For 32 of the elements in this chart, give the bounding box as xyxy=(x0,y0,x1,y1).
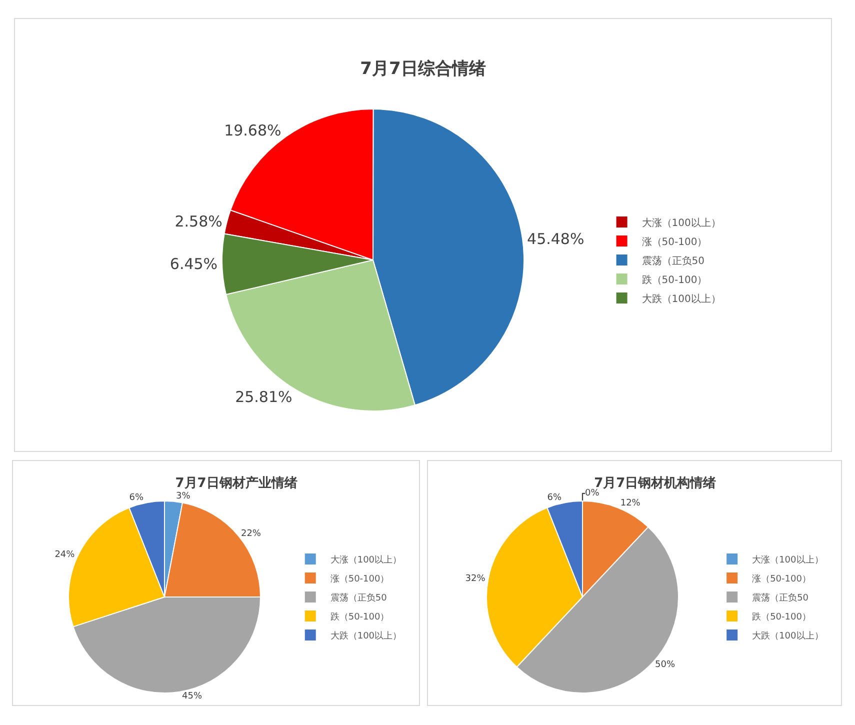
data-label: 32% xyxy=(465,574,486,584)
legend-label: 震荡（正负50 xyxy=(752,592,809,604)
legend-label: 跌（50-100） xyxy=(330,612,390,623)
data-label: 50% xyxy=(654,660,676,670)
data-label: 3% xyxy=(176,491,191,502)
legend-label: 大跌（100以上） xyxy=(330,630,402,642)
data-label: 2.58% xyxy=(174,212,222,230)
legend-label: 跌（50-100） xyxy=(752,612,811,623)
data-label: 12% xyxy=(620,498,641,508)
legend-label: 涨（50-100） xyxy=(330,574,390,585)
data-label: 6% xyxy=(547,492,562,503)
data-label: 6.45% xyxy=(170,255,218,274)
data-label: 22% xyxy=(240,528,262,539)
chart-title: 7月7日综合情绪 xyxy=(360,59,486,80)
chart-title: 7月7日钢材产业情绪 xyxy=(175,475,298,492)
data-label: 45.48% xyxy=(527,230,584,248)
legend-label: 涨（50-100） xyxy=(752,574,811,585)
legend-label: 震荡（正负50 xyxy=(642,254,705,267)
legend-label: 跌（50-100） xyxy=(642,274,708,286)
data-label: 19.68% xyxy=(224,122,282,140)
data-label: 25.81% xyxy=(235,388,292,406)
data-label: 45% xyxy=(182,692,202,702)
legend-label: 大涨（100以上） xyxy=(642,216,721,229)
legend-label: 大跌（100以上） xyxy=(752,630,824,642)
data-label: 6% xyxy=(129,492,144,503)
legend-label: 震荡（正负50 xyxy=(330,592,388,604)
text: 0% xyxy=(585,488,600,498)
data-label: 24% xyxy=(54,550,76,560)
legend-label: 大涨（100以上） xyxy=(752,554,824,566)
legend-label: 大跌（100以上） xyxy=(642,292,721,305)
legend-label: 涨（50-100） xyxy=(642,236,708,248)
legend-label: 大涨（100以上） xyxy=(330,554,402,566)
